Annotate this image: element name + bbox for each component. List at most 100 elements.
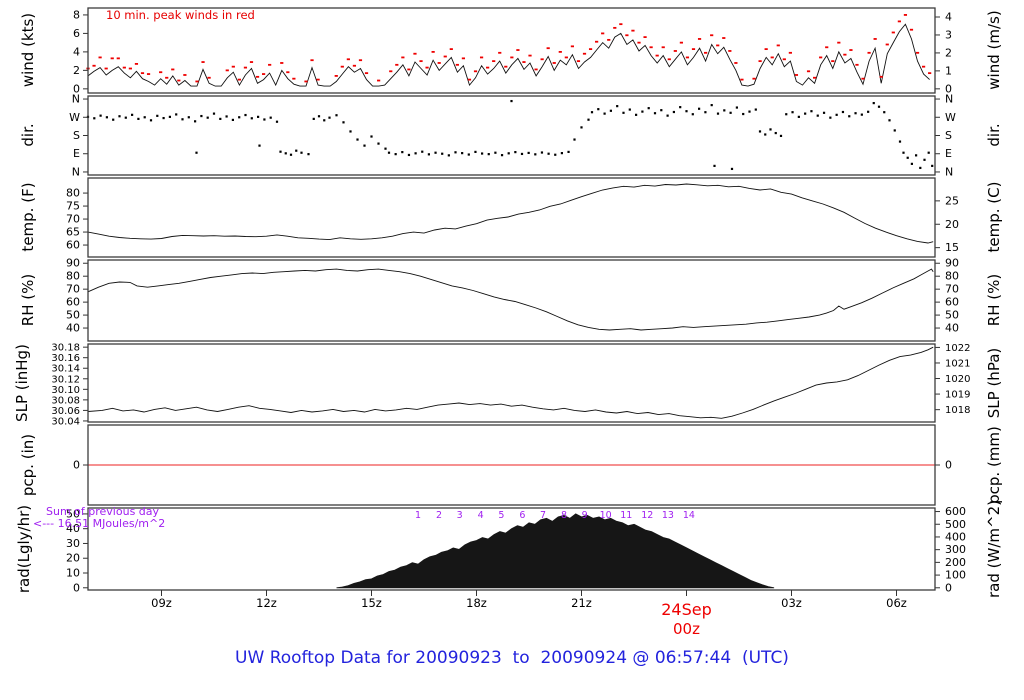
direction-point	[356, 138, 359, 141]
direction-point	[816, 114, 819, 117]
direction-point	[791, 111, 794, 114]
peak-wind-mark	[667, 58, 671, 61]
direction-point	[421, 150, 424, 153]
axis-label-temp-left: temp. (F)	[19, 182, 37, 252]
peak-wind-mark	[352, 64, 357, 67]
right-tick-label: 0	[945, 82, 952, 95]
right-tick-label: W	[945, 111, 956, 124]
direction-point	[212, 112, 216, 115]
peak-wind-mark	[207, 76, 211, 79]
radiation-sum-note-line1: Sum of previous day	[46, 505, 160, 518]
direction-point	[927, 151, 930, 154]
direction-point	[616, 105, 619, 108]
temp-line	[87, 183, 934, 244]
peak-wind-mark	[116, 57, 120, 60]
axis-label-wind-right: wind (m/s)	[985, 10, 1003, 90]
peak-wind-mark	[722, 37, 726, 39]
peak-wind-mark	[661, 46, 665, 49]
peak-wind-mark	[710, 34, 714, 37]
direction-point	[238, 116, 241, 119]
direction-point	[181, 118, 184, 121]
x-date-label: 24Sep	[661, 600, 712, 619]
direction-point	[653, 112, 657, 115]
direction-point	[387, 151, 391, 154]
peak-wind-mark	[903, 14, 908, 16]
direction-point	[906, 156, 909, 159]
peak-wind-mark	[855, 63, 859, 66]
right-tick-label: 2	[945, 46, 952, 59]
peak-wind-mark	[595, 40, 599, 43]
direction-point	[835, 113, 838, 116]
peak-wind-mark	[98, 56, 102, 59]
x-tick-label: 03z	[781, 596, 802, 610]
left-tick-label: 0	[73, 82, 80, 95]
peak-wind-mark	[255, 75, 260, 78]
direction-point	[774, 131, 777, 135]
right-tick-label: 80	[945, 270, 959, 283]
direction-point	[307, 153, 310, 156]
direction-point	[244, 113, 247, 117]
direction-point	[769, 128, 772, 131]
peak-wind-mark	[177, 79, 181, 82]
radiation-sum-note-line2: <--- 16.51 MJoules/m^2	[33, 517, 166, 530]
direction-point	[317, 115, 321, 118]
axis-label-temp-right: temp. (C)	[985, 181, 1003, 253]
right-tick-label: 1018	[945, 405, 970, 416]
direction-point	[467, 153, 470, 156]
peak-wind-mark	[806, 70, 811, 73]
direction-point	[666, 114, 669, 117]
direction-point	[915, 154, 918, 157]
direction-point	[723, 109, 726, 112]
rad-hour-mark: 4	[478, 510, 484, 521]
direction-point	[118, 115, 121, 118]
direction-point	[434, 151, 437, 154]
direction-point	[603, 112, 606, 115]
direction-point	[342, 121, 345, 124]
peak-wind-mark	[752, 77, 756, 80]
direction-point	[628, 108, 631, 111]
peak-wind-mark	[601, 32, 605, 35]
direction-point	[923, 158, 926, 161]
rad-hour-mark: 7	[540, 510, 546, 521]
peak-wind-mark	[685, 56, 690, 59]
rad-hour-mark: 9	[582, 510, 588, 521]
direction-point	[748, 110, 751, 113]
direction-point	[580, 126, 583, 129]
direction-point	[848, 115, 851, 118]
peak-wind-mark	[286, 71, 290, 74]
direction-point	[447, 154, 450, 157]
direction-point	[841, 110, 845, 114]
direction-point	[131, 113, 134, 116]
left-tick-label: 40	[66, 322, 80, 335]
peak-wind-mark	[413, 52, 417, 55]
peak-wind-mark	[486, 66, 490, 69]
direction-point	[622, 111, 625, 114]
right-tick-label: 70	[945, 283, 959, 296]
direction-point	[590, 111, 594, 114]
left-tick-label: 30.12	[51, 374, 80, 385]
peak-wind-mark	[782, 58, 786, 61]
direction-point	[335, 114, 338, 117]
peak-wind-mark	[607, 38, 611, 41]
direction-point	[660, 109, 663, 112]
direction-point	[735, 106, 738, 109]
peak-wind-mark	[104, 67, 108, 70]
direction-point	[527, 151, 530, 155]
direction-point	[263, 118, 266, 121]
direction-point	[672, 110, 675, 114]
direction-point	[691, 113, 694, 116]
right-tick-label: E	[945, 147, 952, 160]
left-tick-label: 50	[66, 507, 80, 520]
direction-point	[883, 111, 886, 114]
peak-wind-mark	[819, 56, 823, 59]
left-tick-label: 60	[66, 296, 80, 309]
direction-point	[764, 133, 767, 136]
direction-point	[143, 116, 146, 119]
axis-label-rh-left: RH (%)	[19, 273, 37, 327]
direction-point	[919, 166, 922, 170]
peak-wind-mark	[921, 65, 926, 68]
peak-wind-mark	[534, 68, 538, 71]
peak-wind-mark	[655, 54, 659, 57]
peak-wind-mark	[928, 72, 932, 75]
peak-wind-mark	[425, 66, 429, 69]
